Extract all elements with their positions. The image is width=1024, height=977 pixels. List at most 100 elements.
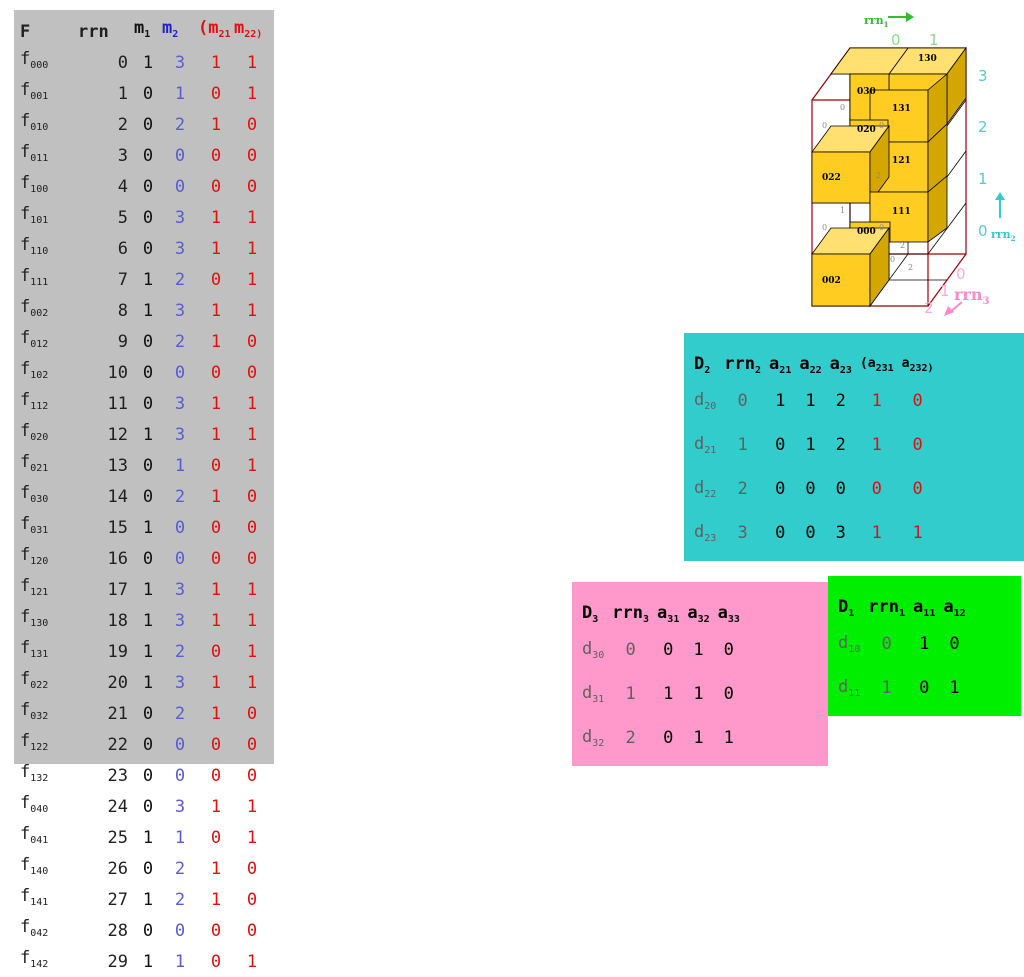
m21-cell: 0 [210,765,222,786]
header-f: F [20,21,31,42]
x-tick: 0 [891,31,901,49]
m1-cell: 1 [142,827,154,848]
m2-cell: 0 [174,362,186,383]
d2-red-value-cell: 1 [871,435,882,455]
d3-row-label: d30 [582,639,605,661]
cell-label: 121 [892,156,911,166]
m2-cell: 1 [174,827,186,848]
f-name-cell: f112 [20,390,49,412]
rrn1-axis: rrn1 0 1 [864,12,939,49]
d1-value-cell: 1 [949,678,960,698]
m21-cell: 0 [210,641,222,662]
rrn-cell: 6 [117,238,128,259]
f-name-cell: f132 [20,762,49,784]
table-row: f022 20 1 3 1 1 [20,667,270,698]
cube-diagram: 130 030 131 020 121 022 111 000 002 0 0 … [811,12,1016,317]
m1-cell: 1 [142,641,154,662]
y-tick: 0 [978,222,988,240]
d2-red-value-cell: 0 [871,479,882,499]
f-name-cell: f011 [20,142,49,164]
f-name-cell: f140 [20,855,49,877]
m21-cell: 0 [210,951,222,972]
m1-cell: 1 [142,579,154,600]
faint-label: 2 [900,241,905,250]
m22-cell: 1 [246,827,258,848]
d3-rrn-cell: 0 [625,640,636,660]
d1-header: D1 rrn1 a11 a12 [834,594,970,622]
header-m1: m1 [134,18,151,40]
d2-header-cell: a21 [769,354,792,376]
faint-label: 2 [876,171,881,180]
rrn-cell: 22 [107,734,128,755]
m22-cell: 0 [246,331,258,352]
d2-red-value-cell: 1 [912,523,923,543]
m2-cell: 2 [174,486,186,507]
d3-rrn-cell: 2 [625,728,636,748]
header-m2: m2 [162,18,179,40]
faint-label: 0 [822,223,827,232]
d2-row-label: d20 [694,390,717,412]
rrn-cell: 4 [117,176,128,197]
d2-value-cell: 3 [835,523,846,543]
f-name-cell: f040 [20,793,49,815]
cell-label: 000 [857,227,876,237]
m22-cell: 0 [246,517,258,538]
cell-label: 131 [892,104,911,114]
m22-cell: 1 [246,52,258,73]
m22-cell: 1 [246,393,258,414]
d2-value-cell: 0 [775,435,786,455]
m21-cell: 0 [210,920,222,941]
table-row: d10 0 1 0 [834,622,970,666]
table-row: f002 8 1 3 1 1 [20,295,270,326]
d1-header-cell: D1 [838,597,855,619]
table-row: f000 0 1 3 1 1 [20,47,270,78]
d2-value-cell: 0 [805,523,816,543]
f-name-cell: f001 [20,80,49,102]
m1-cell: 1 [142,610,154,631]
d2-header-cell: a23 [829,354,852,376]
d3-value-cell: 1 [663,684,674,704]
d1-rrn-cell: 0 [881,634,892,654]
d1-rrn-cell: 1 [881,678,892,698]
m2-cell: 3 [174,579,186,600]
m1-cell: 0 [142,331,154,352]
header-rrn: rrn [78,21,109,42]
faint-label: 0 [822,121,827,130]
m22-cell: 1 [246,269,258,290]
cell-label: 111 [892,207,911,217]
table-row: f012 9 0 2 1 0 [20,326,270,357]
m2-cell: 3 [174,424,186,445]
d3-header-cell: a33 [717,603,740,625]
d2-header-cell: (a231 [859,356,894,374]
f-name-cell: f121 [20,576,49,598]
table-row: d31 1 1 1 0 [578,672,744,716]
m1-cell: 1 [142,951,154,972]
m2-cell: 0 [174,548,186,569]
m1-cell: 0 [142,548,154,569]
d2-row-label: d22 [694,478,717,500]
d1-header-cell: rrn1 [868,597,906,619]
rrn-cell: 7 [117,269,128,290]
m22-cell: 0 [246,176,258,197]
rrn-cell: 1 [117,83,128,104]
rrn-cell: 19 [107,641,128,662]
cell-label: 030 [857,87,876,97]
f-name-cell: f002 [20,297,49,319]
m1-cell: 0 [142,920,154,941]
f-name-cell: f141 [20,886,49,908]
d2-rrn-cell: 3 [737,523,748,543]
m1-cell: 0 [142,114,154,135]
d2-row-label: d23 [694,522,717,544]
rrn-cell: 3 [117,145,128,166]
m2-cell: 3 [174,796,186,817]
table-row: f131 19 1 2 0 1 [20,636,270,667]
cell-label: 002 [822,276,841,286]
f-name-cell: f130 [20,607,49,629]
f-name-cell: f102 [20,359,49,381]
m22-cell: 1 [246,579,258,600]
table-row: d30 0 0 1 0 [578,628,744,672]
m21-cell: 0 [210,83,222,104]
faint-label: 0 [879,121,884,130]
f-table-header: F rrn m1 m2 (m21 m22) [20,16,270,47]
svg-text:rrn1: rrn1 [864,14,889,29]
